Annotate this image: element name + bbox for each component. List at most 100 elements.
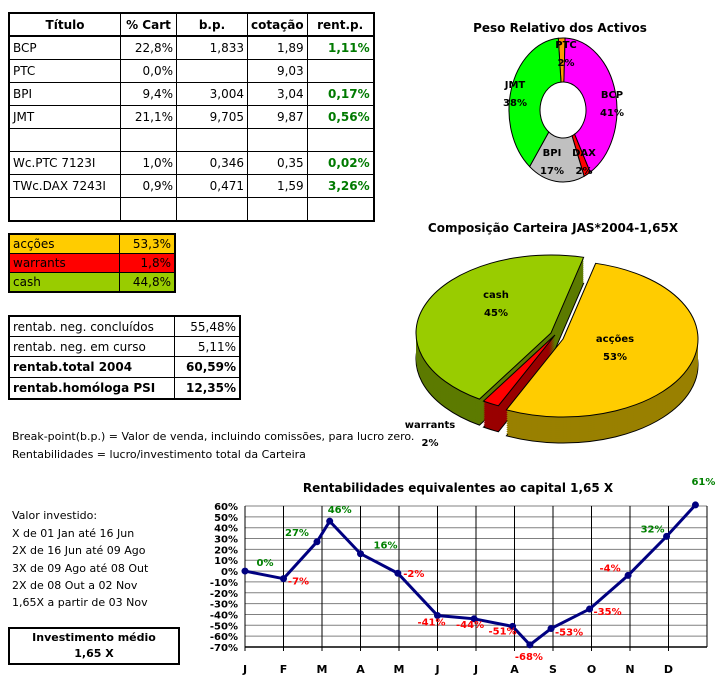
data-point	[509, 622, 517, 630]
investment-line: 3X de 09 Ago até 08 Out	[12, 562, 149, 575]
note-returns: Rentabilidades = lucro/investimento tota…	[12, 448, 306, 461]
table-cell: PTC	[8, 59, 121, 83]
data-label: -41%	[417, 618, 445, 629]
slice-value: 53%	[603, 352, 627, 363]
table-cell: 1,833	[176, 35, 248, 60]
table-cell: 9,03	[247, 59, 308, 83]
allocation-value: 44,8%	[119, 272, 176, 293]
x-tick-label: D	[664, 663, 673, 676]
x-tick-label: F	[280, 663, 288, 676]
slice-value: 17%	[540, 166, 564, 177]
y-tick-label: 30%	[214, 535, 238, 546]
x-tick-label: A	[510, 663, 519, 676]
allocation-row: cash 44,8%	[8, 272, 176, 293]
pie-chart-composition: acções 53% warrants 2% cash 45%	[405, 254, 699, 449]
slice-label: DAX	[572, 148, 596, 159]
table-row	[8, 197, 375, 222]
data-label: -68%	[515, 652, 543, 663]
table-cell: 0,471	[176, 174, 248, 198]
slice-label: BCP	[601, 90, 623, 101]
returns-value: 55,48%	[174, 315, 241, 337]
investment-line: 1,65X a partir de 03 Nov	[12, 596, 148, 609]
x-tick-label: O	[587, 663, 596, 676]
holdings-table: Título% Cart b.p. cotação rent.p. BCP 22,8% 1…	[8, 12, 375, 222]
table-cell	[120, 197, 177, 222]
table-cell: 0,35	[247, 151, 308, 175]
table-cell	[8, 197, 121, 222]
pie1-title: Peso Relativo dos Activos	[473, 21, 647, 35]
data-label: 27%	[285, 528, 309, 539]
table-cell: 1,59	[247, 174, 308, 198]
y-tick-label: -40%	[210, 610, 238, 621]
column-header: % Cart	[120, 12, 177, 37]
y-tick-label: -30%	[210, 600, 238, 611]
investment-title: Valor investido:	[12, 509, 98, 522]
pie-slice	[415, 254, 585, 400]
returns-row: rentab. neg. em curso 5,11%	[8, 336, 241, 357]
slice-label: JMT	[504, 80, 526, 91]
returns-label: rentab. neg. em curso	[8, 336, 175, 357]
allocation-row: warrants 1,8%	[8, 253, 176, 273]
data-point	[691, 501, 699, 509]
slice-value: 45%	[484, 308, 508, 319]
table-cell	[306, 59, 375, 83]
slice-value: 41%	[600, 108, 624, 119]
y-tick-label: 50%	[214, 513, 238, 524]
table-cell	[176, 59, 248, 83]
x-tick-label: A	[356, 663, 365, 676]
data-label: 16%	[374, 541, 398, 552]
pie-slice	[563, 37, 618, 174]
table-cell: 1,89	[247, 35, 308, 60]
pie-slice	[505, 262, 699, 418]
y-tick-label: -20%	[210, 589, 238, 600]
table-row: BCP 22,8% 1,833 1,89 1,11%	[8, 35, 375, 60]
data-label: -44%	[456, 620, 484, 631]
table-cell: JMT	[8, 105, 121, 129]
allocation-value: 1,8%	[119, 253, 176, 273]
table-cell: 3,26%	[306, 174, 375, 198]
y-tick-label: -10%	[210, 578, 238, 589]
returns-row: rentab.homóloga PSI 12,35%	[8, 377, 241, 400]
column-header: Título	[8, 12, 121, 37]
table-row: TWc.DAX 7243I 0,9% 0,471 1,59 3,26%	[8, 174, 375, 198]
data-point	[526, 641, 534, 649]
x-tick-label: S	[549, 663, 557, 676]
slice-value: 2%	[576, 166, 593, 177]
table-row	[8, 128, 375, 152]
x-tick-label: M	[317, 663, 328, 676]
x-tick-label: J	[473, 663, 478, 676]
allocation-label: cash	[8, 272, 120, 293]
table-cell: 0,17%	[306, 82, 375, 106]
data-label: -51%	[489, 626, 517, 637]
y-tick-label: 10%	[214, 556, 238, 567]
data-label: -7%	[288, 577, 309, 588]
line-chart-returns: J F M A M J J A S O N D60%50%40%30%20%10%0%-10%-20%…	[210, 477, 716, 676]
average-investment-label: Investimento médio	[32, 631, 156, 644]
table-cell: 0,56%	[306, 105, 375, 129]
y-tick-label: 40%	[214, 524, 238, 535]
slice-value: 2%	[422, 438, 439, 449]
table-cell	[306, 128, 375, 152]
slice-value: 2%	[558, 58, 575, 69]
y-tick-label: 20%	[214, 545, 238, 556]
table-cell: 0,02%	[306, 151, 375, 175]
returns-row: rentab. neg. concluídos 55,48%	[8, 315, 241, 337]
table-cell: 3,004	[176, 82, 248, 106]
data-point	[326, 517, 334, 525]
line-chart-title: Rentabilidades equivalentes ao capital 1…	[303, 481, 614, 495]
data-label: 46%	[328, 505, 352, 516]
x-tick-label: M	[394, 663, 405, 676]
data-label: -2%	[403, 569, 424, 580]
table-cell: Wc.PTC 7123I	[8, 151, 121, 175]
data-point	[280, 575, 287, 583]
pie-slice	[508, 37, 562, 168]
slice-label: warrants	[405, 420, 455, 431]
allocation-label: acções	[8, 233, 120, 254]
data-label: 32%	[641, 524, 665, 535]
pie-slice	[482, 334, 556, 407]
table-cell: 9,705	[176, 105, 248, 129]
x-tick-label: J	[242, 663, 247, 676]
data-point	[470, 615, 478, 623]
note-breakpoint: Break-point(b.p.) = Valor de venda, incl…	[12, 430, 415, 443]
pie2-title: Composição Carteira JAS*2004-1,65X	[428, 221, 679, 235]
